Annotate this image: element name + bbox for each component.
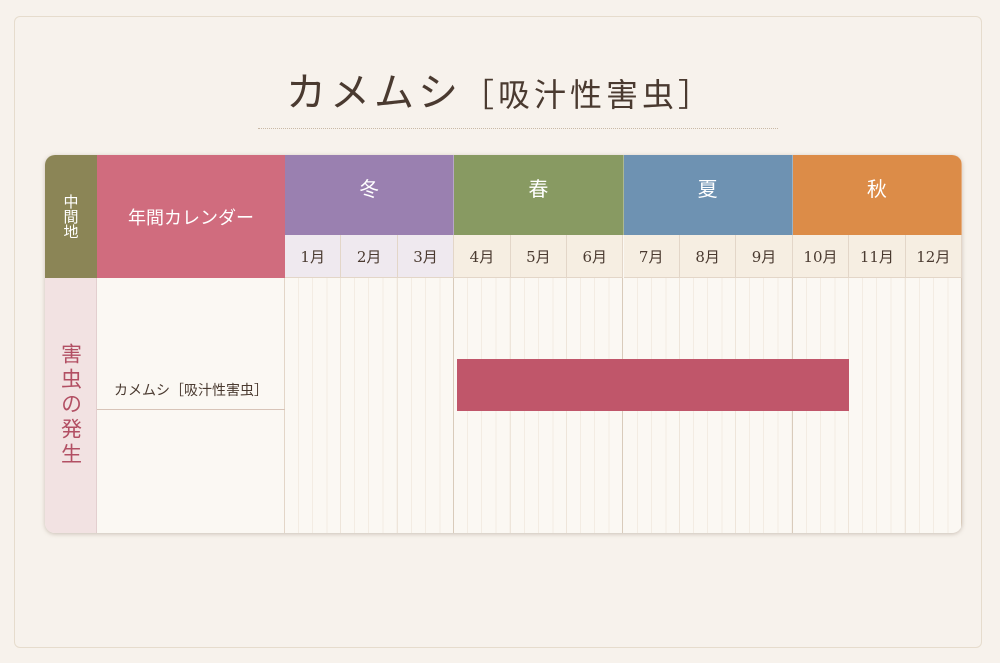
pest-cell [97, 278, 285, 533]
title-sub: ［吸汁性害虫］ [461, 76, 714, 114]
season-header: 冬 [285, 155, 455, 235]
month-column [285, 278, 342, 533]
month-label: 7月 [623, 235, 680, 278]
month-column [905, 278, 962, 533]
region-cell: 中間地 [45, 155, 97, 278]
month-label: 8月 [679, 235, 737, 278]
calendar-label: 年間カレンダー [97, 155, 285, 278]
month-column [341, 278, 398, 533]
calendar-table: 中間地 年間カレンダー 害虫の発生 カメムシ［吸汁性害虫］ 冬春夏秋 1月 2月 3月… [45, 155, 962, 533]
month-column [849, 278, 906, 533]
title-rule [258, 128, 778, 129]
month-label: 11月 [849, 235, 906, 278]
season-header: 夏 [623, 155, 793, 235]
month-label: 5月 [510, 235, 568, 278]
title-main: カメムシ [285, 70, 462, 116]
title: カメムシ［吸汁性害虫］ [0, 60, 1000, 118]
month-label: 3月 [397, 235, 455, 278]
month-label: 10月 [792, 235, 850, 278]
occurrence-bar [457, 359, 850, 411]
pest-name: カメムシ［吸汁性害虫］ [97, 370, 285, 410]
month-label: 12月 [905, 235, 962, 278]
month-label: 1月 [285, 235, 342, 278]
row-label: 害虫の発生 [45, 278, 97, 533]
month-label: 4月 [454, 235, 511, 278]
month-label: 9月 [736, 235, 793, 278]
frame [14, 16, 982, 648]
month-label: 2月 [341, 235, 398, 278]
season-header: 春 [454, 155, 624, 235]
month-column [397, 278, 455, 533]
season-header: 秋 [792, 155, 962, 235]
month-label: 6月 [567, 235, 624, 278]
